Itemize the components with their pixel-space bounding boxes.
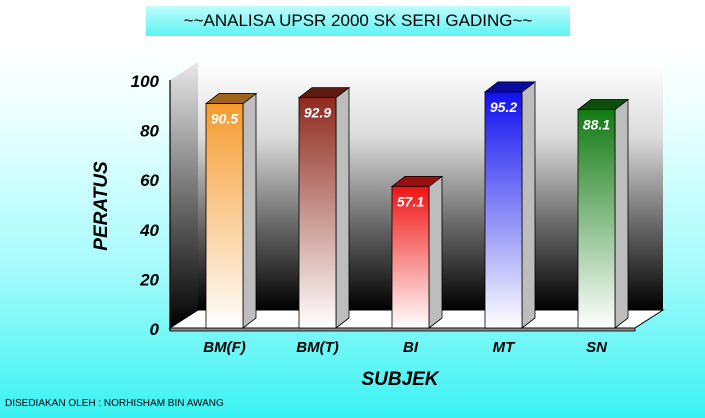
bar-side (521, 81, 536, 329)
data-label: 88.1 (583, 117, 610, 133)
bar-bmt (297, 86, 351, 329)
data-label: 90.5 (211, 111, 238, 127)
bar (205, 103, 244, 329)
y-tick-label: 100 (131, 72, 160, 91)
y-tick-label: 40 (139, 221, 159, 240)
y-tick-label: 80 (140, 122, 159, 141)
bar (577, 109, 616, 329)
y-tick-label: 20 (139, 270, 159, 289)
x-tick-label: BI (403, 339, 419, 356)
x-tick-label: BM(T) (296, 339, 338, 356)
data-label: 57.1 (397, 193, 424, 209)
y-tick-label: 0 (150, 320, 160, 339)
floor-edge (169, 327, 636, 332)
bar-side (335, 86, 350, 329)
bar (484, 91, 523, 329)
y-axis-title: PERATUS (91, 161, 112, 251)
x-axis-title: SUBJEK (361, 369, 439, 390)
bar (391, 185, 430, 329)
bar-mt (483, 81, 537, 329)
x-tick-label: SN (586, 339, 608, 356)
y-tick-label: 60 (140, 171, 159, 190)
bar-bmf (204, 92, 258, 329)
x-tick-label: MT (493, 339, 516, 356)
bar-sn (576, 98, 630, 329)
bar (298, 97, 337, 329)
data-label: 92.9 (304, 105, 331, 121)
bar-side (614, 98, 629, 329)
bar-bi (390, 175, 444, 329)
footer-credit: DISEDIAKAN OLEH : NORHISHAM BIN AWANG (5, 398, 224, 409)
chart-title: ~~ANALISA UPSR 2000 SK SERI GADING~~ (146, 6, 570, 36)
bar-side (242, 92, 257, 329)
x-tick-label: BM(F) (203, 339, 245, 356)
data-label: 95.2 (490, 99, 517, 115)
bar-side (428, 175, 443, 329)
side-wall (170, 62, 198, 328)
